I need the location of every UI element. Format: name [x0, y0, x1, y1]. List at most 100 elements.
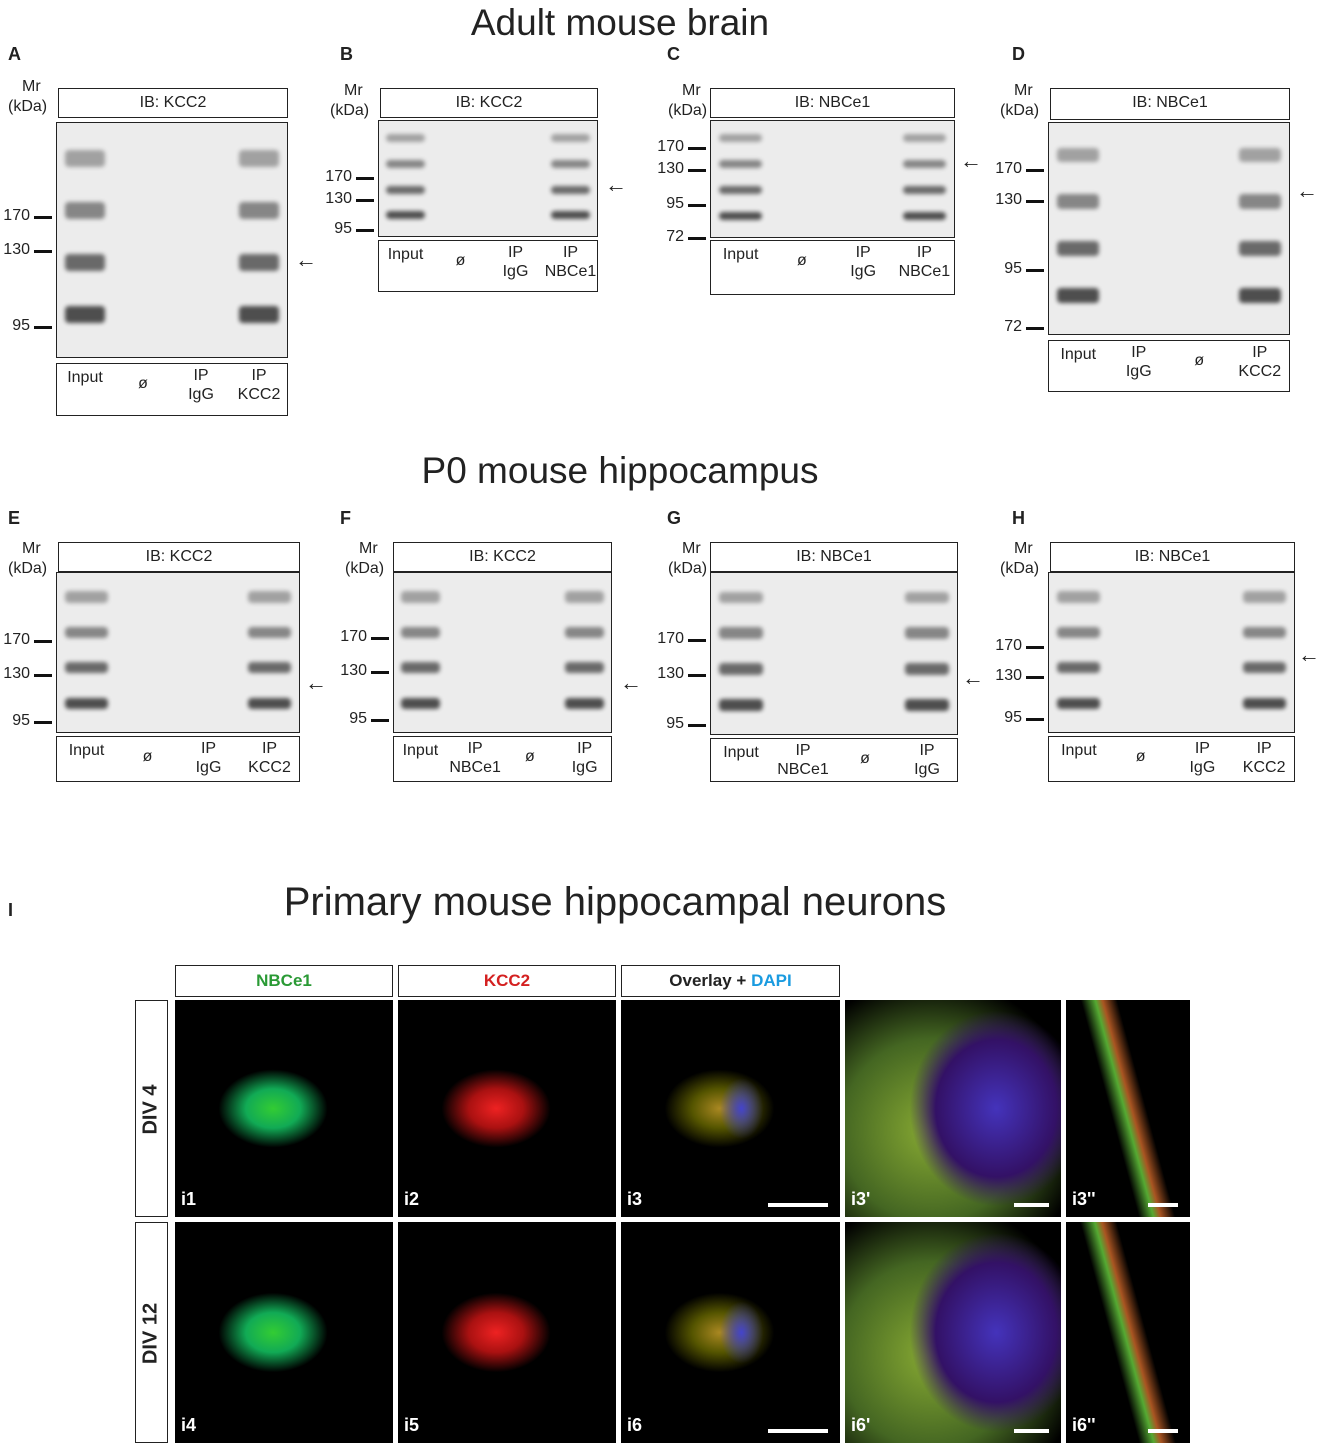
lane-label: Input: [1061, 742, 1097, 759]
lane-label: IP: [577, 740, 593, 757]
band: [401, 697, 440, 709]
ib-label: IB: KCC2: [145, 548, 213, 565]
lane-label: ø: [1135, 748, 1146, 765]
panel-letter: E: [8, 508, 21, 528]
micrograph: [845, 1222, 1061, 1443]
band: [1238, 147, 1281, 163]
marker-label: 72: [1004, 318, 1022, 335]
kda-label: (kDa): [8, 560, 48, 577]
lane-label: NBCe1: [777, 761, 829, 778]
row-label: DIV 12: [139, 1302, 162, 1364]
lane-box: [1048, 736, 1295, 782]
lane-label: KCC2: [1242, 759, 1286, 776]
lane-label: IP: [1256, 740, 1272, 757]
lane-label: IgG: [1125, 363, 1152, 380]
marker-label: 170: [995, 160, 1022, 177]
marker-label: 95: [12, 317, 30, 334]
lane-label: ø: [1194, 352, 1205, 369]
lane-label: Input: [402, 742, 439, 759]
lane-label: Input: [67, 369, 103, 386]
marker-label: 170: [657, 630, 684, 647]
lane-label: IgG: [502, 263, 529, 280]
lane-label: IP: [1194, 740, 1210, 757]
marker-tick: [371, 718, 389, 722]
marker-label: 130: [3, 665, 30, 682]
image-label: i3': [851, 1189, 871, 1209]
band: [65, 662, 108, 674]
image-label: i3: [627, 1189, 643, 1209]
lane-label: IgG: [850, 263, 877, 280]
marker-label: 170: [995, 637, 1022, 654]
ib-box: [710, 542, 958, 572]
arrow: ←: [305, 670, 327, 695]
marker-label: 130: [3, 241, 30, 258]
panel-letter: D: [1012, 44, 1025, 64]
band: [1057, 626, 1101, 638]
scale-bar: [768, 1203, 828, 1207]
band: [902, 186, 946, 195]
band: [719, 186, 763, 195]
image-label: i4: [181, 1415, 197, 1435]
ib-label: IB: NBCe1: [1134, 548, 1211, 565]
marker-tick: [1026, 268, 1044, 272]
lane-label: IP: [916, 244, 932, 261]
lane-label: ø: [455, 252, 466, 269]
band: [565, 626, 604, 638]
ib-label: IB: KCC2: [139, 94, 207, 111]
band: [1238, 194, 1281, 210]
marker-tick: [1026, 675, 1044, 679]
band: [905, 663, 949, 675]
mr-label: Mr: [344, 82, 363, 99]
micrograph: [1066, 1222, 1190, 1443]
panel-letter: I: [8, 900, 14, 920]
band: [248, 697, 291, 709]
lane-label: NBCe1: [544, 263, 597, 280]
lane-label: IP: [507, 244, 524, 261]
marker-tick: [356, 198, 374, 202]
header-text: Overlay +: [669, 971, 752, 990]
lane-box: [710, 738, 958, 782]
kda-label: (kDa): [1000, 560, 1040, 577]
marker-tick: [34, 673, 52, 677]
header-text: DAPI: [751, 971, 792, 990]
band: [902, 134, 946, 143]
lane-label: IP: [193, 367, 209, 384]
ib-box: [710, 88, 955, 118]
band: [64, 150, 106, 167]
band: [248, 626, 291, 638]
band: [1057, 697, 1101, 709]
ib-box: [393, 542, 612, 572]
marker-tick: [1026, 199, 1044, 203]
marker-tick: [34, 720, 52, 724]
image-label: i6: [627, 1415, 643, 1435]
micrograph: [398, 1222, 616, 1443]
lane-label: IgG: [571, 759, 598, 776]
band: [719, 591, 763, 603]
marker-tick: [371, 636, 389, 640]
ib-label: IB: NBCe1: [796, 548, 872, 565]
marker-label: 130: [995, 191, 1022, 208]
marker-tick: [34, 249, 52, 253]
marker-label: 95: [666, 195, 684, 212]
lane-label: ø: [142, 748, 153, 765]
lane-label: NBCe1: [449, 759, 501, 776]
band: [386, 159, 425, 168]
scale-bar: [1148, 1203, 1178, 1207]
marker-label: 130: [995, 667, 1022, 684]
panel-letter: F: [340, 508, 351, 528]
lane-label: Input: [722, 246, 759, 263]
band: [386, 211, 425, 220]
marker-label: 170: [340, 628, 367, 645]
ib-box: [58, 542, 300, 572]
marker-tick: [688, 203, 706, 207]
band: [386, 134, 425, 143]
micrograph: [175, 1222, 393, 1443]
marker-tick: [688, 236, 706, 240]
lane-label: IgG: [188, 386, 214, 403]
mr-label: Mr: [22, 540, 41, 557]
ib-label: IB: KCC2: [455, 94, 523, 111]
band: [1057, 147, 1100, 163]
image-label: i6'': [1072, 1415, 1096, 1435]
lane-box: [56, 736, 300, 782]
lane-box: [1048, 340, 1290, 392]
